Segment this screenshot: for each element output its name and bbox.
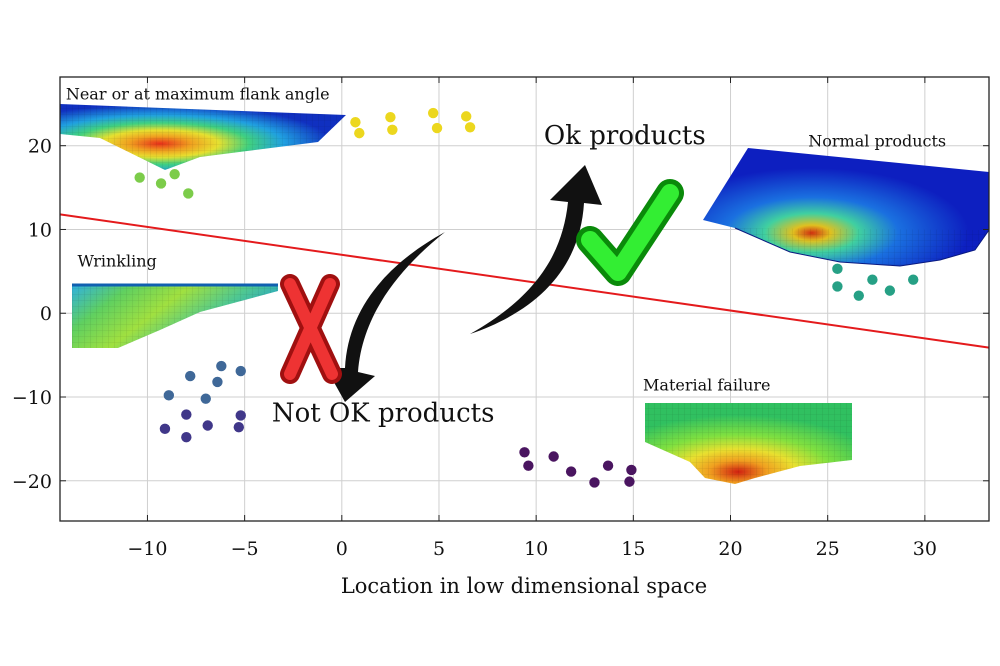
annotation-label: Wrinkling (77, 251, 156, 270)
scatter-point (626, 464, 637, 476)
scatter-point (884, 285, 896, 296)
scatter-point (867, 274, 878, 285)
scatter-point (354, 127, 365, 139)
annotation-label: Not OK products (272, 398, 495, 428)
flank-angle-mesh-icon (60, 104, 346, 170)
scatter-point (155, 178, 167, 189)
x-tick-label: 5 (433, 538, 445, 560)
scatter-point (908, 274, 919, 285)
plot-frame (59, 76, 990, 522)
scatter-point (832, 281, 843, 292)
arrows (326, 165, 602, 402)
scatter-point (431, 122, 443, 134)
scatter-point (169, 168, 180, 180)
scatter-point (350, 117, 361, 128)
cross-icon (280, 274, 342, 384)
scatter-point (832, 263, 843, 275)
scatter-point (565, 466, 577, 477)
normal-product-mesh-icon (703, 148, 989, 267)
annotation-label: Near or at maximum flank angle (66, 85, 330, 104)
mesh-insets (60, 104, 989, 484)
scatter-point (385, 112, 396, 123)
scatter-point (185, 370, 196, 382)
status-marks (280, 179, 684, 384)
wrinkling-mesh-icon (72, 283, 278, 348)
scatter-point (235, 410, 246, 421)
x-tick-label: −5 (231, 538, 259, 560)
scatter-point (853, 290, 864, 301)
y-tick-label: 0 (40, 303, 52, 325)
annotation-label: Material failure (643, 375, 770, 394)
scatter-point (602, 460, 614, 471)
scatter-points (134, 107, 919, 488)
curved-arrow-icon (470, 165, 602, 334)
scatter-point (427, 107, 439, 119)
material-failure-mesh-icon (645, 403, 852, 484)
scatter-point (159, 423, 171, 435)
decision-boundary-line (59, 213, 990, 349)
curved-arrow-icon (326, 232, 445, 402)
scatter-point (460, 111, 472, 122)
x-tick-label: 20 (718, 538, 742, 560)
scatter-point (200, 393, 211, 404)
y-tick-label: 20 (28, 136, 52, 158)
scatter-point (519, 447, 530, 458)
scatter-point (624, 476, 635, 487)
scatter-point (523, 460, 534, 471)
x-tick-label: 25 (816, 538, 840, 560)
axes: −10 −5 0 5 10 15 20 25 30 −20 −10 0 10 20 (12, 77, 989, 560)
x-tick-label: 15 (621, 538, 645, 560)
y-tick-label: 10 (28, 219, 52, 241)
x-tick-label: 10 (524, 538, 548, 560)
scatter-point (183, 188, 194, 199)
y-tick-label: −20 (12, 471, 52, 493)
scatter-point (134, 172, 145, 183)
scatter-point (464, 122, 476, 133)
scatter-point (589, 477, 600, 488)
x-tick-label: 0 (336, 538, 348, 560)
scatter-point (216, 360, 227, 372)
scatter-point (163, 390, 175, 401)
y-tick-label: −10 (12, 387, 52, 409)
scatter-point (181, 432, 192, 443)
scatter-point (387, 124, 398, 135)
scatter-point (202, 420, 213, 431)
scatter-point (233, 421, 245, 433)
scatter-point (181, 409, 192, 420)
annotation-label: Normal products (808, 132, 946, 151)
annotations: Near or at maximum flank angle Ok product… (66, 85, 946, 429)
annotation-label: Ok products (544, 121, 706, 151)
x-tick-label: 30 (913, 538, 937, 560)
checkmark-icon (576, 179, 684, 286)
scatter-point (235, 365, 246, 377)
scatter-point (548, 451, 559, 462)
x-tick-label: −10 (127, 538, 167, 560)
scatter-point (212, 376, 223, 388)
x-axis-label: Location in low dimensional space (341, 574, 707, 598)
